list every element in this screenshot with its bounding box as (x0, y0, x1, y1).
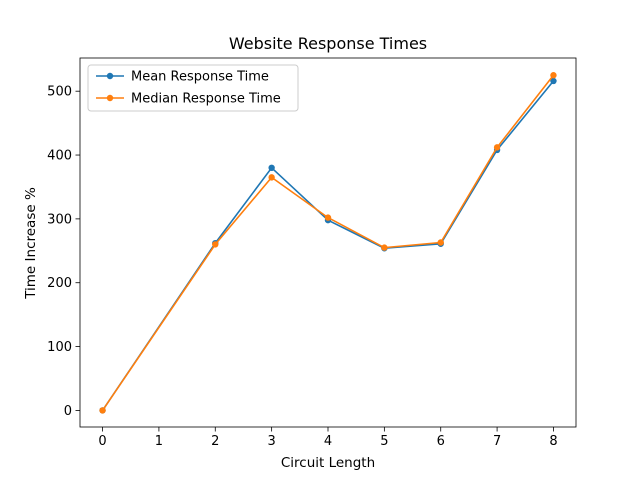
y-tick-label: 500 (47, 85, 72, 100)
data-point (212, 241, 219, 248)
data-point (268, 174, 275, 181)
chart-legend: Mean Response Time Median Response Time (87, 64, 299, 112)
x-tick-label: 8 (549, 434, 557, 449)
y-tick-label: 400 (47, 149, 72, 164)
x-tick-label: 0 (98, 434, 106, 449)
data-point (268, 164, 275, 172)
x-tick-label: 1 (155, 434, 163, 449)
legend-label: Median Response Time (131, 92, 281, 107)
series-line (101, 80, 555, 411)
x-tick-label: 2 (211, 434, 219, 449)
x-tick-label: 3 (267, 434, 275, 449)
legend-label: Mean Response Time (131, 70, 269, 85)
x-tick-label: 4 (324, 434, 332, 449)
chart-title: Website Response Times (229, 34, 427, 53)
y-axis-label: Time Increase % (23, 187, 39, 300)
series-2 (99, 72, 557, 414)
series-layer (99, 72, 557, 414)
legend-box (87, 64, 299, 112)
y-tick-label: 0 (64, 404, 72, 419)
x-tick-label: 7 (493, 434, 501, 449)
x-axis-label: Circuit Length (281, 455, 375, 471)
x-tick-label: 5 (380, 434, 388, 449)
legend-marker (106, 72, 114, 80)
legend-marker (106, 94, 114, 102)
data-point (493, 144, 501, 151)
data-point (550, 77, 557, 85)
series-line (101, 74, 555, 411)
data-point (550, 72, 557, 79)
plot-axes: 0 1 2 3 4 5 6 7 8 0 100 200 300 400 500 (47, 57, 577, 449)
data-point (437, 239, 444, 246)
y-tick-label: 300 (47, 212, 72, 227)
y-tick-label: 200 (47, 276, 72, 291)
data-point (381, 244, 388, 251)
data-point (324, 214, 332, 221)
y-tick-label: 100 (47, 340, 72, 355)
x-tick-label: 6 (437, 434, 445, 449)
data-point (99, 407, 106, 414)
